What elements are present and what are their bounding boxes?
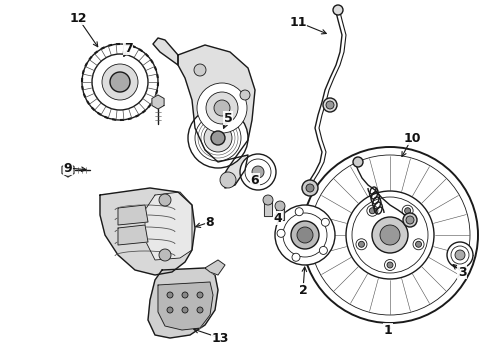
Text: 13: 13 — [211, 332, 229, 345]
Text: 7: 7 — [123, 41, 132, 54]
Polygon shape — [153, 38, 178, 65]
Polygon shape — [276, 206, 284, 220]
Text: 12: 12 — [69, 12, 87, 24]
Circle shape — [167, 307, 173, 313]
Polygon shape — [205, 260, 225, 275]
Circle shape — [319, 247, 327, 255]
Circle shape — [291, 221, 319, 249]
Circle shape — [82, 44, 158, 120]
Text: 2: 2 — [298, 284, 307, 297]
Polygon shape — [178, 45, 255, 162]
Text: 11: 11 — [289, 15, 307, 28]
Circle shape — [194, 64, 206, 76]
Polygon shape — [152, 95, 164, 109]
Circle shape — [302, 147, 478, 323]
Circle shape — [110, 72, 130, 92]
Circle shape — [277, 229, 285, 237]
Circle shape — [306, 184, 314, 192]
Text: 3: 3 — [458, 266, 466, 279]
Polygon shape — [145, 192, 192, 260]
Text: 1: 1 — [384, 324, 392, 337]
Circle shape — [323, 98, 337, 112]
Circle shape — [197, 83, 247, 133]
Text: 4: 4 — [273, 211, 282, 225]
Circle shape — [403, 213, 417, 227]
Circle shape — [159, 249, 171, 261]
Circle shape — [372, 217, 408, 253]
Circle shape — [275, 205, 335, 265]
Circle shape — [359, 241, 365, 247]
Circle shape — [182, 292, 188, 298]
Polygon shape — [118, 225, 148, 245]
Circle shape — [385, 260, 395, 270]
Circle shape — [413, 239, 424, 250]
Polygon shape — [158, 282, 213, 330]
Circle shape — [387, 262, 393, 268]
Circle shape — [402, 205, 413, 216]
Polygon shape — [222, 155, 248, 188]
Circle shape — [405, 208, 411, 214]
Text: 6: 6 — [251, 174, 259, 186]
Circle shape — [252, 166, 264, 178]
Polygon shape — [100, 188, 195, 275]
Polygon shape — [264, 200, 272, 216]
Circle shape — [326, 101, 334, 109]
Circle shape — [275, 201, 285, 211]
Circle shape — [188, 108, 248, 168]
Circle shape — [102, 64, 138, 100]
Polygon shape — [118, 205, 148, 225]
Circle shape — [447, 242, 473, 268]
Circle shape — [197, 307, 203, 313]
Circle shape — [346, 191, 434, 279]
Circle shape — [321, 218, 329, 226]
Circle shape — [220, 172, 236, 188]
Circle shape — [353, 157, 363, 167]
Circle shape — [211, 131, 225, 145]
Circle shape — [204, 124, 232, 152]
Circle shape — [159, 194, 171, 206]
Circle shape — [263, 195, 273, 205]
Circle shape — [167, 292, 173, 298]
Circle shape — [369, 208, 375, 214]
Polygon shape — [62, 163, 74, 177]
Circle shape — [197, 292, 203, 298]
Circle shape — [356, 239, 367, 250]
Circle shape — [92, 54, 148, 110]
Circle shape — [240, 154, 276, 190]
Circle shape — [240, 90, 250, 100]
Circle shape — [416, 241, 421, 247]
Text: 9: 9 — [64, 162, 73, 175]
Circle shape — [297, 227, 313, 243]
Circle shape — [380, 225, 400, 245]
Circle shape — [214, 100, 230, 116]
Circle shape — [182, 307, 188, 313]
Circle shape — [367, 205, 378, 216]
Circle shape — [295, 208, 303, 216]
Text: 5: 5 — [223, 112, 232, 125]
Text: 10: 10 — [403, 131, 421, 144]
Circle shape — [292, 253, 300, 261]
Polygon shape — [148, 268, 218, 338]
Circle shape — [406, 216, 414, 224]
Text: 8: 8 — [206, 216, 214, 229]
Circle shape — [455, 250, 465, 260]
Circle shape — [333, 5, 343, 15]
Circle shape — [302, 180, 318, 196]
Circle shape — [206, 92, 238, 124]
